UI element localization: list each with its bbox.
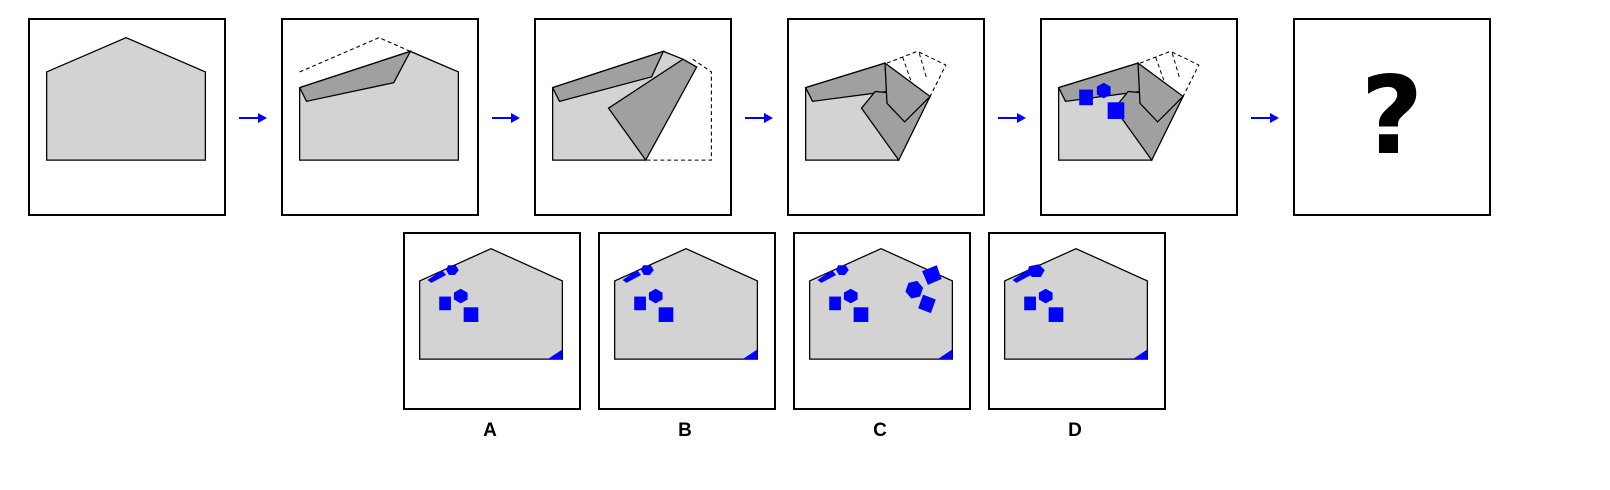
fold-ghost-outline bbox=[1139, 50, 1200, 111]
right-arrow-icon bbox=[998, 113, 1026, 123]
punch-hexagon bbox=[1027, 264, 1045, 278]
paper-shape bbox=[46, 36, 207, 161]
option-a-label[interactable]: A bbox=[483, 420, 497, 441]
right-arrow-icon bbox=[1251, 113, 1279, 123]
punch-triangle bbox=[1012, 270, 1032, 283]
punch-hexagon bbox=[1038, 288, 1053, 304]
question-panel: ? bbox=[1293, 18, 1491, 216]
punch-hexagon bbox=[1096, 82, 1111, 99]
step-3-panel bbox=[534, 18, 732, 216]
punch-square bbox=[634, 296, 646, 311]
option-d-diagram bbox=[1004, 247, 1149, 360]
option-c-label[interactable]: C bbox=[873, 420, 887, 441]
option-b-panel[interactable] bbox=[598, 232, 776, 410]
option-b-diagram bbox=[614, 247, 759, 360]
punch-rotated-square bbox=[922, 265, 942, 285]
punch-square bbox=[829, 296, 841, 311]
option-a-panel[interactable] bbox=[403, 232, 581, 410]
step-4-panel bbox=[787, 18, 985, 216]
step-2-panel bbox=[281, 18, 479, 216]
fold-ghost-outline bbox=[886, 50, 947, 111]
punch-triangle bbox=[817, 270, 837, 283]
punch-triangle bbox=[427, 270, 447, 283]
punch-hexagon bbox=[648, 288, 663, 304]
punch-square bbox=[1079, 89, 1093, 106]
paper-shape bbox=[614, 247, 759, 360]
punch-square bbox=[1048, 307, 1064, 322]
punch-hexagon bbox=[641, 265, 654, 276]
punch-triangle bbox=[622, 270, 642, 283]
punch-rotated-square bbox=[918, 294, 936, 314]
punch-square bbox=[463, 307, 479, 322]
paper-shape bbox=[419, 247, 564, 360]
step-5-panel bbox=[1040, 18, 1238, 216]
option-d-panel[interactable] bbox=[988, 232, 1166, 410]
option-a-diagram bbox=[419, 247, 564, 360]
unfolded-paper-diagram bbox=[46, 36, 207, 161]
first-flap bbox=[551, 50, 665, 103]
punched-step-diagram bbox=[1057, 50, 1200, 162]
fold-step-2-diagram bbox=[298, 37, 460, 161]
punch-rotated-hexagon bbox=[905, 280, 924, 299]
right-arrow-icon bbox=[492, 113, 520, 123]
fold-step-4-diagram bbox=[804, 50, 947, 162]
third-flap bbox=[1137, 61, 1185, 123]
paper-shape bbox=[809, 247, 954, 360]
option-b-label[interactable]: B bbox=[678, 420, 692, 441]
punch-hexagon bbox=[843, 288, 858, 304]
option-c-diagram bbox=[809, 247, 954, 360]
folded-flap bbox=[298, 50, 412, 103]
fold-ghost-outline bbox=[299, 37, 411, 73]
punch-square bbox=[1024, 296, 1036, 311]
punch-square bbox=[853, 307, 869, 322]
right-arrow-icon bbox=[239, 113, 267, 123]
punch-hexagon bbox=[446, 265, 459, 276]
option-c-panel[interactable] bbox=[793, 232, 971, 410]
punch-square bbox=[439, 296, 451, 311]
punch-hexagon bbox=[836, 265, 849, 276]
option-d-label[interactable]: D bbox=[1068, 420, 1082, 441]
fold-step-3-diagram bbox=[551, 50, 712, 162]
third-flap bbox=[884, 61, 932, 123]
punch-square bbox=[658, 307, 674, 322]
punch-square bbox=[1107, 102, 1125, 119]
second-flap bbox=[607, 58, 698, 162]
right-arrow-icon bbox=[745, 113, 773, 123]
question-mark: ? bbox=[1360, 54, 1424, 179]
step-1-panel bbox=[28, 18, 226, 216]
punch-hexagon bbox=[453, 288, 468, 304]
